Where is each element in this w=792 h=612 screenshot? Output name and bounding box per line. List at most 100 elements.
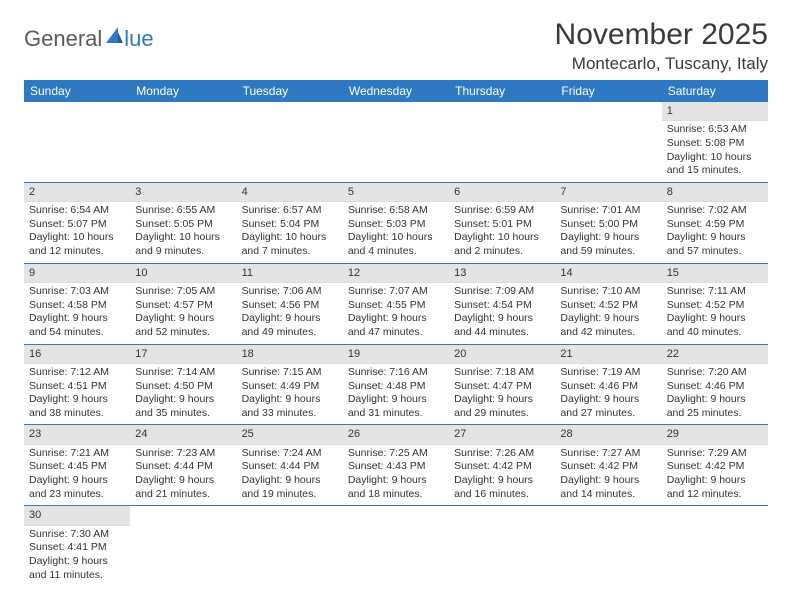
calendar-cell: 30Sunrise: 7:30 AMSunset: 4:41 PMDayligh… [24,506,130,586]
sunset-line: Sunset: 4:43 PM [348,460,444,474]
calendar-cell: 19Sunrise: 7:16 AMSunset: 4:48 PMDayligh… [343,344,449,425]
sunset-line: Sunset: 4:41 PM [29,541,125,555]
sunset-line: Sunset: 4:42 PM [560,460,656,474]
daylight-line: Daylight: 9 hours and 42 minutes. [560,312,656,339]
calendar-row: 16Sunrise: 7:12 AMSunset: 4:51 PMDayligh… [24,344,768,425]
weekday-header-row: SundayMondayTuesdayWednesdayThursdayFrid… [24,80,768,102]
daylight-line: Daylight: 9 hours and 47 minutes. [348,312,444,339]
sunset-line: Sunset: 4:49 PM [242,380,338,394]
day-number: 22 [662,345,768,364]
day-body: Sunrise: 6:54 AMSunset: 5:07 PMDaylight:… [24,202,130,263]
day-number: 26 [343,425,449,444]
calendar-cell: 2Sunrise: 6:54 AMSunset: 5:07 PMDaylight… [24,182,130,263]
calendar-cell: 9Sunrise: 7:03 AMSunset: 4:58 PMDaylight… [24,263,130,344]
day-number: 18 [237,345,343,364]
day-body: Sunrise: 7:07 AMSunset: 4:55 PMDaylight:… [343,283,449,344]
day-body: Sunrise: 6:57 AMSunset: 5:04 PMDaylight:… [237,202,343,263]
sunset-line: Sunset: 5:03 PM [348,218,444,232]
sunset-line: Sunset: 4:44 PM [135,460,231,474]
daylight-line: Daylight: 9 hours and 11 minutes. [29,555,125,582]
sunrise-line: Sunrise: 7:20 AM [667,366,763,380]
calendar-row: 1Sunrise: 6:53 AMSunset: 5:08 PMDaylight… [24,102,768,182]
day-body: Sunrise: 6:53 AMSunset: 5:08 PMDaylight:… [662,121,768,182]
sunrise-line: Sunrise: 6:57 AM [242,204,338,218]
day-number: 20 [449,345,555,364]
sunrise-line: Sunrise: 6:59 AM [454,204,550,218]
day-number: 28 [555,425,661,444]
day-body: Sunrise: 7:19 AMSunset: 4:46 PMDaylight:… [555,364,661,425]
sunset-line: Sunset: 4:46 PM [560,380,656,394]
day-number: 8 [662,183,768,202]
sunset-line: Sunset: 4:42 PM [454,460,550,474]
day-body: Sunrise: 6:58 AMSunset: 5:03 PMDaylight:… [343,202,449,263]
day-number: 17 [130,345,236,364]
sunrise-line: Sunrise: 7:23 AM [135,447,231,461]
day-number: 19 [343,345,449,364]
sunset-line: Sunset: 4:45 PM [29,460,125,474]
calendar-cell: 5Sunrise: 6:58 AMSunset: 5:03 PMDaylight… [343,182,449,263]
daylight-line: Daylight: 9 hours and 40 minutes. [667,312,763,339]
daylight-line: Daylight: 9 hours and 23 minutes. [29,474,125,501]
daylight-line: Daylight: 9 hours and 59 minutes. [560,231,656,258]
sunrise-line: Sunrise: 7:07 AM [348,285,444,299]
day-body: Sunrise: 7:21 AMSunset: 4:45 PMDaylight:… [24,445,130,506]
day-body: Sunrise: 7:10 AMSunset: 4:52 PMDaylight:… [555,283,661,344]
calendar-cell: 23Sunrise: 7:21 AMSunset: 4:45 PMDayligh… [24,425,130,506]
day-body: Sunrise: 7:06 AMSunset: 4:56 PMDaylight:… [237,283,343,344]
daylight-line: Daylight: 10 hours and 2 minutes. [454,231,550,258]
calendar-row: 23Sunrise: 7:21 AMSunset: 4:45 PMDayligh… [24,425,768,506]
day-number: 24 [130,425,236,444]
sunset-line: Sunset: 5:07 PM [29,218,125,232]
sunrise-line: Sunrise: 7:11 AM [667,285,763,299]
calendar-cell: 10Sunrise: 7:05 AMSunset: 4:57 PMDayligh… [130,263,236,344]
daylight-line: Daylight: 9 hours and 19 minutes. [242,474,338,501]
sunset-line: Sunset: 4:52 PM [667,299,763,313]
day-body: Sunrise: 7:24 AMSunset: 4:44 PMDaylight:… [237,445,343,506]
logo-text-general: General [24,26,102,52]
day-number: 30 [24,506,130,525]
sunrise-line: Sunrise: 7:02 AM [667,204,763,218]
daylight-line: Daylight: 9 hours and 52 minutes. [135,312,231,339]
day-number: 3 [130,183,236,202]
weekday-header: Sunday [24,80,130,102]
sunrise-line: Sunrise: 7:25 AM [348,447,444,461]
sunrise-line: Sunrise: 7:01 AM [560,204,656,218]
sunset-line: Sunset: 4:48 PM [348,380,444,394]
sunrise-line: Sunrise: 7:03 AM [29,285,125,299]
calendar-cell: 24Sunrise: 7:23 AMSunset: 4:44 PMDayligh… [130,425,236,506]
sunrise-line: Sunrise: 6:55 AM [135,204,231,218]
daylight-line: Daylight: 9 hours and 16 minutes. [454,474,550,501]
daylight-line: Daylight: 9 hours and 33 minutes. [242,393,338,420]
day-number: 21 [555,345,661,364]
topbar: General lue November 2025 Montecarlo, Tu… [24,18,768,74]
location-subtitle: Montecarlo, Tuscany, Italy [555,54,768,74]
sunset-line: Sunset: 4:56 PM [242,299,338,313]
calendar-cell: 18Sunrise: 7:15 AMSunset: 4:49 PMDayligh… [237,344,343,425]
weekday-header: Monday [130,80,236,102]
sunrise-line: Sunrise: 7:24 AM [242,447,338,461]
day-number: 14 [555,264,661,283]
sunrise-line: Sunrise: 7:10 AM [560,285,656,299]
sunrise-line: Sunrise: 7:19 AM [560,366,656,380]
calendar-cell: 17Sunrise: 7:14 AMSunset: 4:50 PMDayligh… [130,344,236,425]
day-number: 15 [662,264,768,283]
day-body: Sunrise: 7:27 AMSunset: 4:42 PMDaylight:… [555,445,661,506]
calendar-body: 1Sunrise: 6:53 AMSunset: 5:08 PMDaylight… [24,102,768,586]
day-body: Sunrise: 7:12 AMSunset: 4:51 PMDaylight:… [24,364,130,425]
weekday-header: Friday [555,80,661,102]
weekday-header: Wednesday [343,80,449,102]
day-body: Sunrise: 7:26 AMSunset: 4:42 PMDaylight:… [449,445,555,506]
logo-text-blue: lue [124,26,153,52]
day-number: 12 [343,264,449,283]
weekday-header: Thursday [449,80,555,102]
sunset-line: Sunset: 5:08 PM [667,137,763,151]
daylight-line: Daylight: 9 hours and 29 minutes. [454,393,550,420]
daylight-line: Daylight: 10 hours and 4 minutes. [348,231,444,258]
calendar-cell [449,102,555,182]
daylight-line: Daylight: 10 hours and 9 minutes. [135,231,231,258]
sunrise-line: Sunrise: 7:12 AM [29,366,125,380]
sunset-line: Sunset: 4:46 PM [667,380,763,394]
calendar-cell: 12Sunrise: 7:07 AMSunset: 4:55 PMDayligh… [343,263,449,344]
calendar-cell [343,506,449,586]
day-body: Sunrise: 7:09 AMSunset: 4:54 PMDaylight:… [449,283,555,344]
